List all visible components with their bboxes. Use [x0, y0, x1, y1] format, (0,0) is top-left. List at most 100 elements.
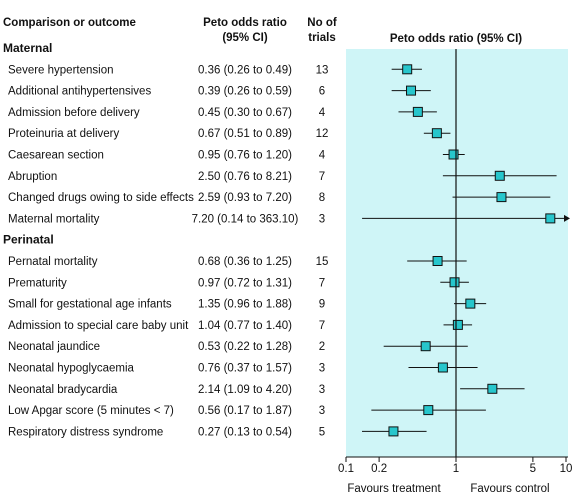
row-ci-text: 0.36 (0.26 to 0.49) [198, 64, 292, 76]
row-ci-text: 0.67 (0.51 to 0.89) [198, 128, 292, 140]
row-trials: 7 [319, 171, 325, 183]
header-estimate-line1: Peto odds ratio [203, 17, 287, 29]
row-ci-text: 0.27 (0.13 to 0.54) [198, 426, 292, 438]
row-ci-text: 1.35 (0.96 to 1.88) [198, 299, 292, 311]
row-label: Admission to special care baby unit [8, 320, 189, 332]
header-trials-line2: trials [308, 32, 336, 44]
row-ci-text: 0.97 (0.72 to 1.31) [198, 277, 292, 289]
x-tick-label: 5 [530, 463, 536, 475]
forest-row: Pernatal mortality 0.68 (0.36 to 1.25) 15 [8, 256, 467, 268]
estimate-marker [487, 383, 498, 394]
forest-row: Maternal mortality 7.20 (0.14 to 363.10) 3 [8, 213, 570, 225]
estimate-marker [437, 362, 448, 373]
row-trials: 12 [316, 128, 329, 140]
row-ci-text: 7.20 (0.14 to 363.10) [192, 213, 299, 225]
row-trials: 13 [316, 64, 329, 76]
row-label: Neonatal bradycardia [8, 384, 118, 396]
forest-row: Prematurity 0.97 (0.72 to 1.31) 7 [8, 277, 469, 289]
row-trials: 9 [319, 299, 325, 311]
estimate-marker [449, 277, 460, 288]
plot-panel [346, 49, 568, 457]
row-label: Pernatal mortality [8, 256, 98, 268]
forest-row: Additional antihypertensives 0.39 (0.26 t… [8, 85, 431, 98]
row-label: Severe hypertension [8, 64, 113, 76]
forest-row: Respiratory distress syndrome 0.27 (0.13 … [8, 426, 427, 438]
row-ci-text: 2.59 (0.93 to 7.20) [198, 192, 292, 204]
row-trials: 5 [319, 426, 325, 438]
x-tick-label: 10 [560, 463, 573, 475]
estimate-marker [423, 405, 434, 416]
forest-row: Caesarean section 0.95 (0.76 to 1.20) 4 [8, 149, 465, 162]
estimate-marker [431, 128, 442, 139]
favours-control-label: Favours control [470, 483, 549, 495]
estimate-marker [452, 319, 463, 330]
rows-group: Maternal Severe hypertension 0.36 (0.26 to… [3, 41, 570, 438]
forest-row: Admission to special care baby unit 1.04 … [8, 319, 473, 332]
row-ci-text: 0.56 (0.17 to 1.87) [198, 405, 292, 417]
plot-title: Peto odds ratio (95% CI) [390, 33, 522, 45]
row-label: Neonatal jaundice [8, 341, 100, 353]
row-label: Small for gestational age infants [8, 299, 172, 311]
row-label: Additional antihypertensives [8, 86, 151, 98]
forest-row: Neonatal hypoglycaemia 0.76 (0.37 to 1.57… [8, 362, 478, 375]
forest-row: Neonatal bradycardia 2.14 (1.09 to 4.20) 3 [8, 383, 525, 396]
estimate-marker [412, 106, 423, 117]
row-trials: 7 [319, 277, 325, 289]
row-trials: 4 [319, 150, 326, 162]
forest-row: Changed drugs owing to side effects 2.59 … [8, 192, 551, 204]
row-label: Low Apgar score (5 minutes < 7) [8, 405, 174, 417]
forest-row: Admission before delivery 0.45 (0.30 to 0… [8, 106, 437, 119]
row-label: Neonatal hypoglycaemia [8, 363, 135, 375]
row-label: Maternal mortality [8, 213, 100, 225]
row-label: Admission before delivery [8, 107, 140, 119]
row-trials: 6 [319, 86, 325, 98]
row-trials: 2 [319, 341, 325, 353]
ci-arrow-icon [564, 214, 570, 222]
row-label: Changed drugs owing to side effects [8, 192, 194, 204]
estimate-marker [448, 149, 459, 160]
x-axis-ticks: 0.1 0.2 1 5 10 [338, 457, 572, 475]
section-heading-maternal: Maternal [3, 41, 52, 55]
row-ci-text: 2.14 (1.09 to 4.20) [198, 384, 292, 396]
row-ci-text: 0.53 (0.22 to 1.28) [198, 341, 292, 353]
row-trials: 3 [319, 213, 325, 225]
row-trials: 15 [316, 256, 329, 268]
row-ci-text: 2.50 (0.76 to 8.21) [198, 171, 292, 183]
estimate-marker [545, 213, 556, 224]
row-ci-text: 0.95 (0.76 to 1.20) [198, 150, 292, 162]
forest-row: Neonatal jaundice 0.53 (0.22 to 1.28) 2 [8, 341, 468, 353]
estimate-marker [388, 426, 399, 437]
estimate-marker [494, 170, 505, 181]
row-label: Prematurity [8, 277, 67, 289]
row-ci-text: 0.68 (0.36 to 1.25) [198, 256, 292, 268]
x-tick-label: 1 [453, 463, 459, 475]
forest-row: Low Apgar score (5 minutes < 7) 0.56 (0.1… [8, 405, 486, 417]
row-ci-text: 0.39 (0.26 to 0.59) [198, 86, 292, 98]
estimate-marker [406, 85, 417, 96]
row-label: Abruption [8, 171, 57, 183]
estimate-marker [465, 298, 476, 309]
header-comparison: Comparison or outcome [3, 17, 136, 29]
estimate-marker [402, 64, 413, 75]
forest-row: Proteinuria at delivery 0.67 (0.51 to 0.8… [8, 128, 451, 140]
row-trials: 7 [319, 320, 325, 332]
estimate-marker [496, 192, 507, 203]
row-label: Caesarean section [8, 150, 104, 162]
x-tick-label: 0.2 [371, 463, 387, 475]
section-heading-perinatal: Perinatal [3, 233, 54, 247]
forest-row: Small for gestational age infants 1.35 (0… [8, 298, 487, 311]
row-trials: 8 [319, 192, 325, 204]
forest-row: Severe hypertension 0.36 (0.26 to 0.49) 13 [8, 64, 422, 76]
favours-treatment-label: Favours treatment [347, 483, 441, 495]
header-trials-line1: No of [307, 17, 337, 29]
forest-row: Abruption 2.50 (0.76 to 8.21) 7 [8, 170, 557, 183]
row-trials: 3 [319, 363, 325, 375]
estimate-marker [432, 256, 443, 266]
row-ci-text: 0.45 (0.30 to 0.67) [198, 107, 292, 119]
row-ci-text: 1.04 (0.77 to 1.40) [198, 320, 292, 332]
row-ci-text: 0.76 (0.37 to 1.57) [198, 363, 292, 375]
row-label: Respiratory distress syndrome [8, 426, 163, 438]
row-trials: 3 [319, 405, 325, 417]
row-trials: 3 [319, 384, 325, 396]
